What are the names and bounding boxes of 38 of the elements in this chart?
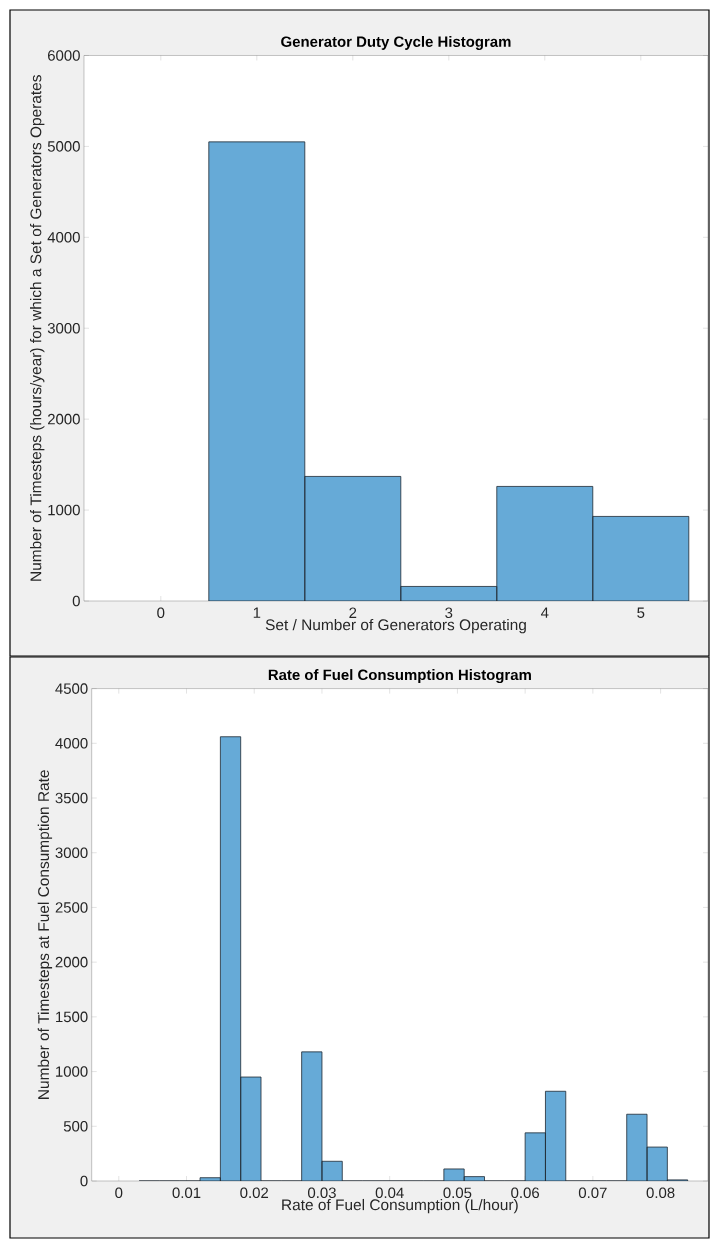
x-axis-title: Set / Number of Generators Operating	[265, 618, 526, 634]
y-tick-label: 4000	[47, 232, 80, 243]
y-tick-label: 2000	[47, 413, 80, 425]
x-tick-label: 0	[115, 1187, 123, 1199]
y-tick-label: 6000	[48, 50, 80, 61]
y-tick-label: 4500	[55, 683, 88, 694]
x-tick-label: 0.04	[375, 1187, 404, 1199]
x-tick-label: 0.07	[578, 1187, 607, 1199]
y-axis-title: Number of Timesteps at Fuel Consumption Rate	[37, 770, 53, 1099]
x-tick-label: 0.03	[308, 1187, 336, 1199]
x-tick-label: 1	[253, 607, 261, 618]
x-axis-title: Rate of Fuel Consumption (L/hour)	[282, 1198, 518, 1214]
y-tick-label: 3000	[47, 322, 80, 334]
y-tick-label: 4000	[55, 738, 88, 749]
x-tick-label: 0.02	[240, 1187, 269, 1199]
x-tick-label: 0	[157, 607, 165, 619]
x-tick-label: 0.06	[511, 1187, 540, 1199]
x-tick-label: 0.01	[172, 1187, 201, 1199]
y-tick-label: 1000	[56, 1066, 88, 1077]
x-tick-label: 2	[349, 607, 357, 618]
y-tick-label: 2500	[55, 902, 88, 913]
y-tick-label: 0	[80, 1175, 88, 1187]
x-tick-label: 0.05	[443, 1187, 472, 1199]
x-tick-label: 5	[637, 607, 645, 618]
y-tick-label: 500	[63, 1120, 88, 1132]
y-tick-label: 0	[72, 595, 80, 607]
chart-title: Rate of Fuel Consumption Histogram	[268, 669, 531, 684]
x-tick-label: 3	[445, 607, 453, 619]
chart-title: Generator Duty Cycle Histogram	[281, 36, 511, 50]
x-tick-label: 0.08	[646, 1187, 675, 1199]
y-tick-label: 5000	[47, 141, 80, 152]
y-tick-label: 1500	[56, 1011, 88, 1023]
y-tick-label: 3500	[55, 792, 88, 804]
y-tick-label: 1000	[48, 504, 80, 516]
y-axis-title: Number of Timesteps (hours/year) for which a Set of Generators Operates	[30, 75, 45, 581]
y-tick-label: 3000	[55, 847, 88, 859]
x-tick-label: 4	[540, 607, 549, 618]
y-tick-label: 2000	[55, 956, 88, 968]
